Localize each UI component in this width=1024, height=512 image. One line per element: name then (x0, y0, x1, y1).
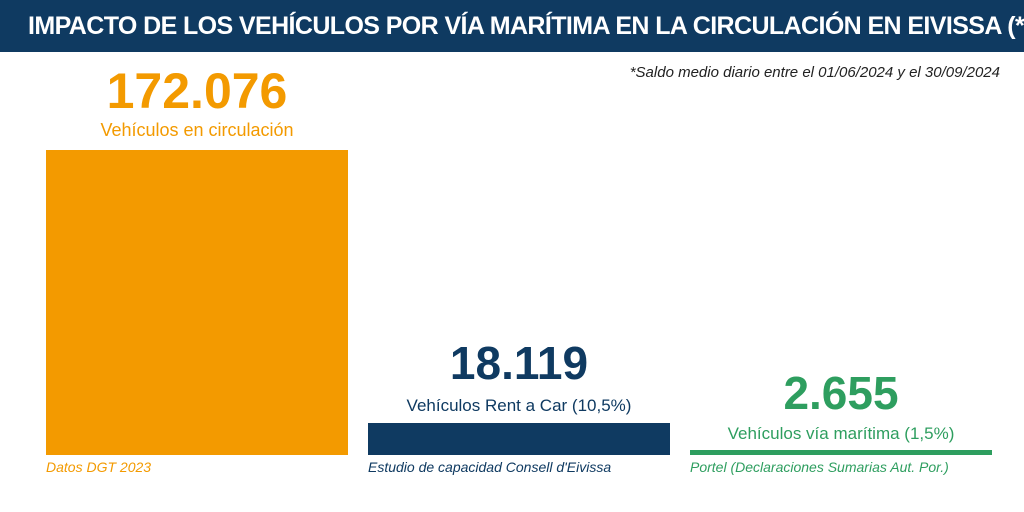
source-label-consell: Estudio de capacidad Consell d'Eivissa (368, 459, 612, 475)
category-label-maritime: Vehículos vía marítima (1,5%) (727, 424, 955, 443)
source-label-dgt: Datos DGT 2023 (46, 459, 152, 475)
category-label-total: Vehículos en circulación (100, 120, 294, 140)
category-label-rent-a-car: Vehículos Rent a Car (10,5%) (406, 396, 632, 415)
value-label-total: 172.076 (106, 63, 288, 119)
date-range-note: *Saldo medio diario entre el 01/06/2024 … (629, 64, 1000, 81)
value-label-rent-a-car: 18.119 (449, 337, 589, 389)
page-title: IMPACTO DE LOS VEHÍCULOS POR VÍA MARÍTIM… (28, 12, 1024, 40)
value-label-maritime: 2.655 (783, 367, 899, 419)
bar-total-vehicles (46, 150, 348, 455)
source-label-portel: Portel (Declaraciones Sumarias Aut. Por.… (690, 459, 949, 475)
header-bar: IMPACTO DE LOS VEHÍCULOS POR VÍA MARÍTIM… (0, 0, 1024, 52)
bar-rent-a-car (368, 423, 670, 455)
bar-maritime-vehicles (690, 450, 992, 455)
